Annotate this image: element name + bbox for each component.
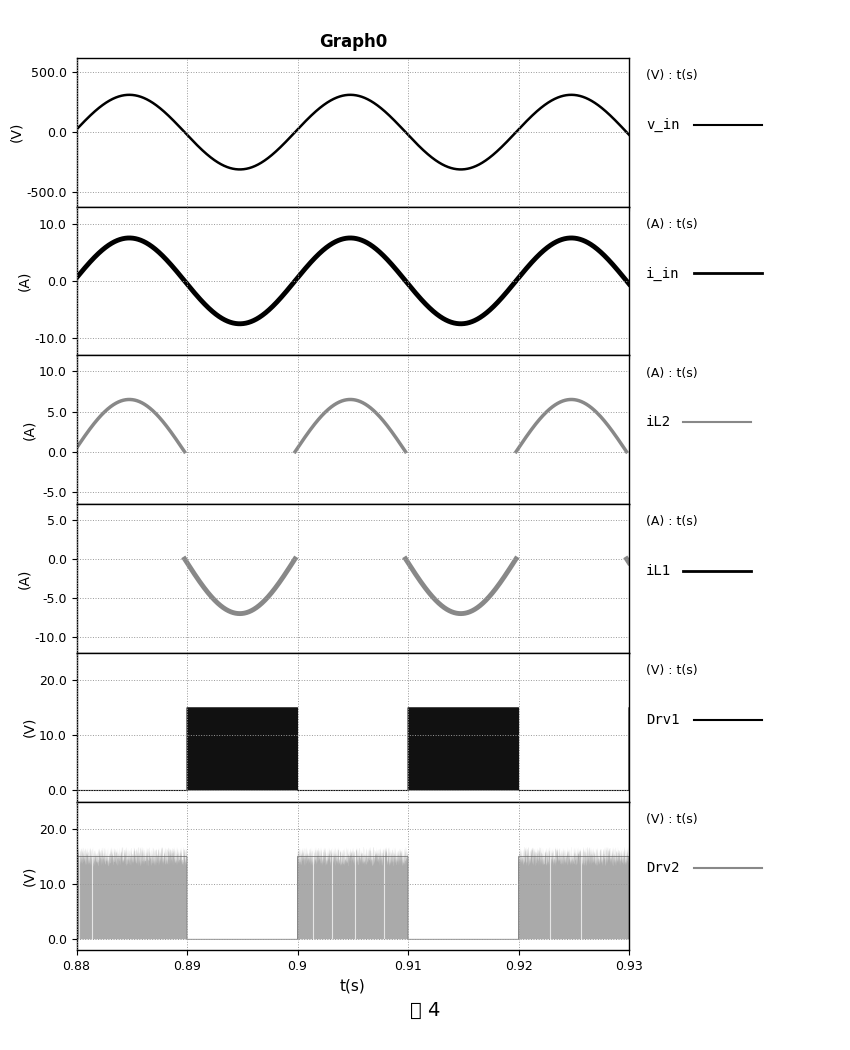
Y-axis label: (V): (V) [9,122,24,143]
Text: Drv2: Drv2 [646,861,679,876]
Text: i_in: i_in [646,267,679,280]
Text: Drv1: Drv1 [646,713,679,727]
Text: (V) : t(s): (V) : t(s) [646,664,698,677]
Y-axis label: (A): (A) [18,271,31,291]
Y-axis label: (A): (A) [18,568,31,589]
X-axis label: t(s): t(s) [340,979,366,993]
Text: 图 4: 图 4 [410,1001,440,1020]
Text: (V) : t(s): (V) : t(s) [646,69,698,82]
Text: Graph0: Graph0 [319,33,387,51]
Y-axis label: (V): (V) [22,717,36,737]
Text: iL2: iL2 [646,415,672,429]
Y-axis label: (V): (V) [22,865,36,886]
Text: (A) : t(s): (A) : t(s) [646,217,698,231]
Text: (A) : t(s): (A) : t(s) [646,516,698,528]
Text: v_in: v_in [646,118,679,131]
Text: (V) : t(s): (V) : t(s) [646,813,698,826]
Text: iL1: iL1 [646,564,672,578]
Y-axis label: (A): (A) [22,419,36,440]
Text: (A) : t(s): (A) : t(s) [646,366,698,380]
